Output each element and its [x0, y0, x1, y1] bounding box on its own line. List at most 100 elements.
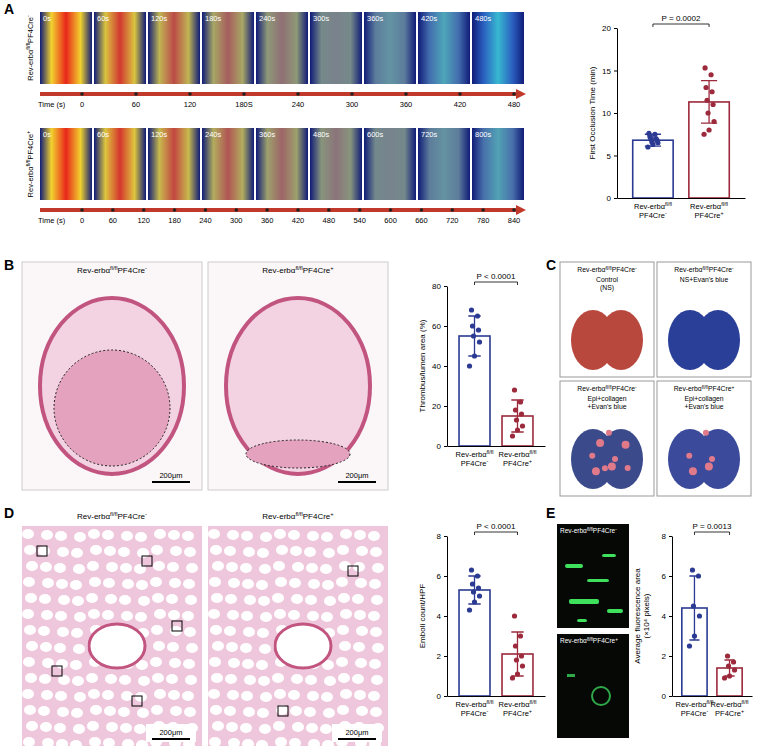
- alveolus: [257, 628, 269, 638]
- embolus-box: [52, 666, 62, 676]
- x-tick: Rev-erbαfl/flPF4Cre+: [711, 696, 749, 718]
- alveolus: [320, 724, 332, 734]
- alveolus: [289, 738, 301, 746]
- alveolus: [259, 644, 271, 654]
- superscript: fl/fl: [25, 160, 31, 167]
- alveolus: [183, 659, 195, 669]
- alveolus: [151, 705, 163, 715]
- time-tick-label: 720: [446, 216, 459, 225]
- alveolus: [291, 674, 303, 684]
- time-tick: [173, 208, 177, 212]
- text-line: PF4Cre+: [715, 708, 744, 718]
- y-tick-mark: [444, 326, 447, 327]
- time-tick: [296, 208, 300, 212]
- data-point: [518, 633, 523, 638]
- x-tick: Rev-erbαfl/flPF4Cre-: [676, 696, 714, 718]
- histology-image: Rev-erbαfl/flPF4Cre+200μm: [208, 511, 388, 750]
- text-line: Emboli count/HPF: [418, 584, 427, 649]
- plot-area: [633, 65, 730, 198]
- speckle-frame: [94, 128, 146, 200]
- alveolus: [74, 532, 86, 542]
- text-line: PF4Cre-: [461, 708, 489, 718]
- y-axis: 020406080: [432, 282, 447, 451]
- alveolus: [121, 611, 133, 621]
- alveolus: [184, 627, 196, 637]
- image-label: Rev-erbαfl/flPF4Cre-: [577, 266, 637, 274]
- time-tick-label: 120: [137, 216, 150, 225]
- alveolus: [25, 593, 37, 603]
- image-frame: [22, 262, 202, 490]
- image-content: [208, 526, 388, 746]
- scale-bar-bg: [332, 724, 382, 742]
- superscript: +: [741, 708, 744, 714]
- alveolus: [169, 658, 181, 668]
- vessel-wall: [226, 298, 370, 474]
- time-tick: [512, 208, 516, 212]
- y-axis-title: Thrombus/lumen area (%): [418, 319, 427, 412]
- alveolus: [70, 660, 82, 670]
- scale-bar-label: 200μm: [159, 471, 182, 480]
- text-run: PF4Cre: [612, 385, 636, 392]
- y-tick-mark: [614, 198, 617, 199]
- alveolus: [24, 625, 36, 635]
- lung-spot: [612, 456, 618, 462]
- image-label: Rev-erbαfl/flPF4Cre-: [674, 266, 734, 274]
- data-point: [726, 663, 731, 668]
- x-tick: Rev-erbαfl/flPF4Cre-: [634, 198, 672, 220]
- speckle-frame: [40, 12, 92, 84]
- y-tick: 60: [432, 322, 447, 331]
- bar: [459, 590, 490, 696]
- alveolus: [225, 594, 237, 604]
- alveolus: [151, 545, 163, 555]
- alveolus: [307, 531, 319, 541]
- superscript: +: [25, 131, 31, 134]
- alveolus: [241, 691, 253, 701]
- alveolus: [290, 546, 302, 556]
- x-axis-line: [448, 696, 546, 697]
- alveolus: [304, 547, 316, 557]
- alveolus: [241, 611, 253, 621]
- bronchus: [89, 624, 145, 668]
- superscript: fl/fl: [295, 265, 302, 271]
- scale-bar-label: 200μm: [159, 728, 182, 737]
- error-bar: [689, 576, 699, 640]
- alveolus: [89, 577, 101, 587]
- x-tick: Rev-erbαfl/flPF4Cre+: [499, 696, 537, 718]
- treatment-label: NS+Evan's blue: [680, 276, 729, 283]
- text-line: Rev-erbαfl/flPF4Cre+: [674, 385, 735, 393]
- text-line: Rev-erbαfl/flPF4Cre-: [560, 527, 617, 535]
- time-tick-label: 420: [292, 216, 305, 225]
- alveolus: [154, 689, 166, 699]
- lung-spot: [709, 456, 715, 462]
- alveolus: [356, 626, 368, 636]
- alveolus: [288, 690, 300, 700]
- alveolus: [105, 594, 117, 604]
- alveolus: [354, 610, 366, 620]
- text-line: Rev-erbαfl/flPF4Cre+: [262, 265, 334, 275]
- frame-label: 480s: [475, 14, 492, 23]
- bronchus: [275, 624, 331, 668]
- alveolus: [106, 722, 118, 732]
- data-point: [512, 613, 517, 618]
- text-run: Control: [596, 276, 618, 283]
- data-point: [510, 433, 515, 438]
- text-run: PF4Cre: [708, 385, 732, 392]
- alveolus: [54, 563, 66, 573]
- alveolus: [352, 594, 364, 604]
- fluorescent-spot: [565, 564, 583, 568]
- image-frame: [657, 262, 751, 377]
- frame-label: 420s: [421, 14, 438, 23]
- superscript: -: [635, 385, 637, 390]
- alveolus: [260, 612, 272, 622]
- superscript: fl/fl: [530, 699, 537, 705]
- speckle-frame: [310, 128, 362, 200]
- alveolus: [26, 721, 38, 731]
- speckle-frame: [256, 12, 308, 84]
- alveolus: [90, 545, 102, 555]
- superscript: +: [720, 210, 723, 216]
- frame-label: 600s: [367, 130, 384, 139]
- data-point: [512, 387, 517, 392]
- y-tick-label: 0: [437, 442, 442, 451]
- thrombus: [54, 350, 170, 466]
- y-tick-mark: [444, 286, 447, 287]
